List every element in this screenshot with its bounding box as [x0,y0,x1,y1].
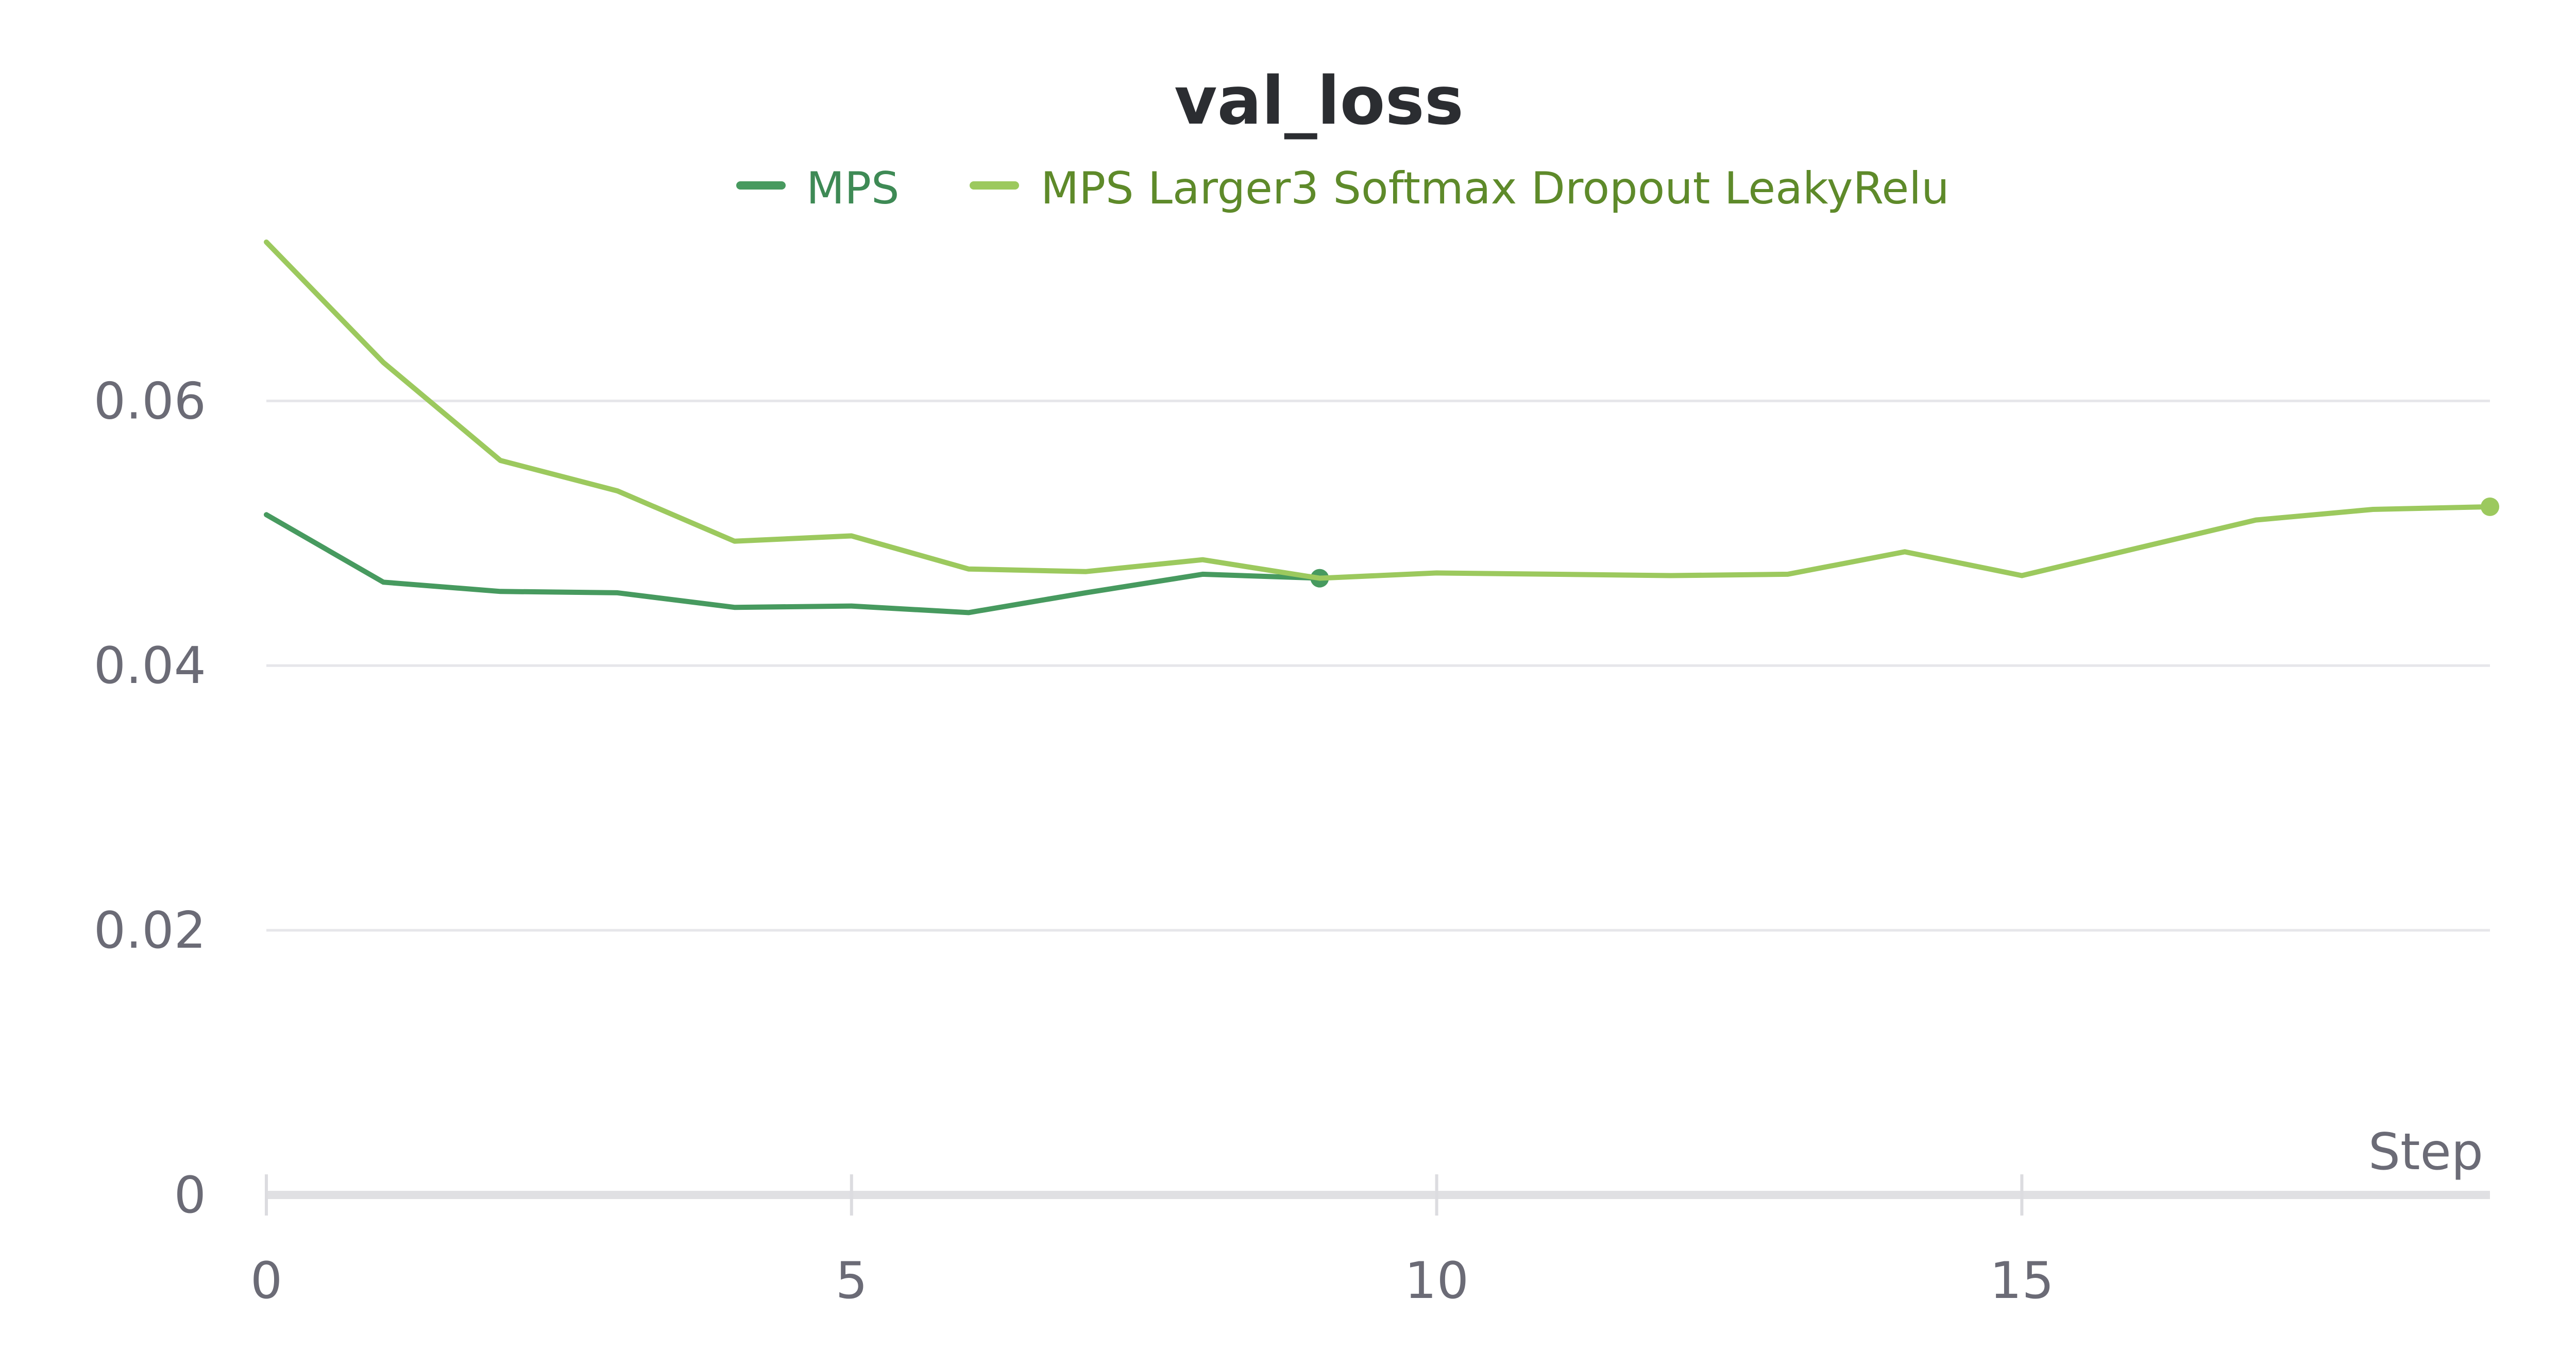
series-line-1 [264,512,1323,615]
y-axis: 0 0.02 0.04 0.06 [94,372,206,1225]
chart-title: val_loss [1174,63,1464,140]
series-line-2 [264,240,2493,581]
x-axis-title: Step [2368,1123,2483,1182]
series-end-marker-2 [2481,497,2499,516]
gridlines [266,399,2490,932]
y-tick-label: 0 [174,1166,206,1225]
y-tick-label: 0.02 [94,901,206,960]
x-tick-label: 5 [836,1252,868,1310]
legend-label-2: MPS Larger3 Softmax Dropout LeakyRelu [1041,163,1950,214]
y-tick-label: 0.04 [94,637,206,695]
x-tick-label: 0 [250,1252,282,1310]
legend-label-1: MPS [806,163,900,214]
y-tick-label: 0.06 [94,372,206,431]
x-tick-label: 15 [1990,1252,2054,1310]
series-layer [264,240,2499,615]
x-axis: 0 5 10 15 [250,1174,2490,1310]
x-tick-label: 10 [1404,1252,1469,1310]
legend: MPS MPS Larger3 Softmax Dropout LeakyRelu [736,163,1950,214]
